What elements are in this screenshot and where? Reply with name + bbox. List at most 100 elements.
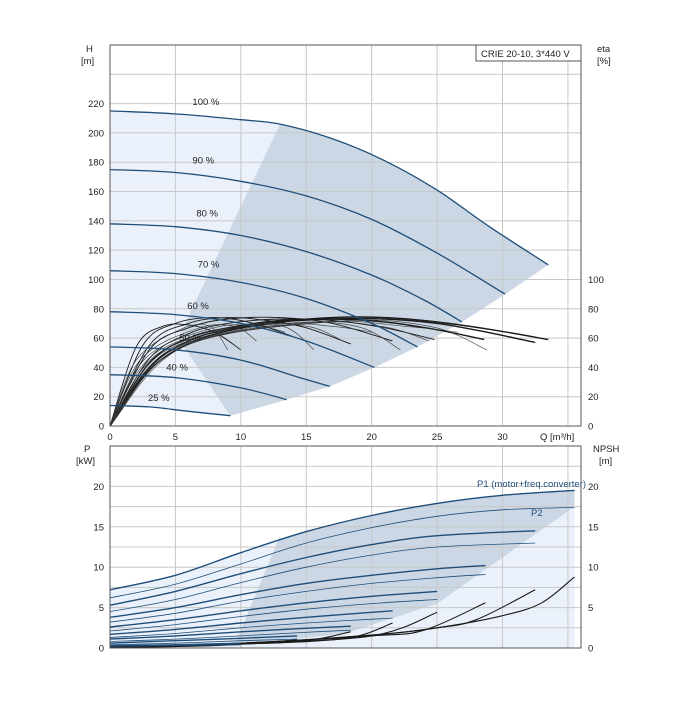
npsh-y-tick-label: 20 xyxy=(588,482,599,493)
head-curve-label: 50 % xyxy=(179,333,201,344)
npsh-axis-unit: [m] xyxy=(599,456,612,467)
npsh-y-tick-label: 15 xyxy=(588,522,599,533)
eta-y-tick-label: 60 xyxy=(588,334,599,345)
head-y-tick-label: 140 xyxy=(88,216,104,227)
power-y-tick-label: 10 xyxy=(93,563,104,574)
p1-curve xyxy=(109,625,351,640)
head-curve xyxy=(109,311,375,369)
eta-fan-curve xyxy=(109,322,315,427)
chart-title-box: CRIE 20-10, 3*440 V xyxy=(475,44,582,62)
eta-fan-curve xyxy=(109,324,229,427)
eta-fan-curve xyxy=(109,319,487,427)
p1-annotation: P1 (motor+freq.converter) xyxy=(477,479,586,490)
power-y-tick-label: 5 xyxy=(99,603,104,614)
head-curve-label: 40 % xyxy=(166,362,188,373)
head-y-tick-label: 60 xyxy=(93,334,104,345)
head-axis-label: H xyxy=(86,44,93,55)
power-axis-unit: [kW] xyxy=(76,456,95,467)
p1-curve xyxy=(109,530,536,606)
head-curve-label: 70 % xyxy=(198,260,220,271)
flow-x-tick-label: 5 xyxy=(173,432,178,443)
head-y-tick-label: 180 xyxy=(88,158,104,169)
eta-fan-curve xyxy=(109,324,257,427)
eta-y-tick-label: 20 xyxy=(588,392,599,403)
p2-curve xyxy=(109,542,536,612)
eta-fan-curve xyxy=(109,321,430,427)
head-curve-label: 60 % xyxy=(187,301,209,312)
power-plot-frame xyxy=(109,445,582,649)
eta-fan-curve xyxy=(109,320,459,427)
eta-fan-curve xyxy=(109,322,344,427)
eta-curve xyxy=(109,317,536,427)
head-y-tick-label: 0 xyxy=(99,422,104,433)
head-curve xyxy=(109,346,330,388)
flow-x-tick-label: 20 xyxy=(366,432,377,443)
head-curve xyxy=(109,404,231,417)
p2-curve xyxy=(109,574,486,623)
npsh-y-tick-label: 10 xyxy=(588,563,599,574)
head-chart: 100 % 90 % 80 % 70 % 60 % 50 % 40 % 25 % 0 20 40 60… xyxy=(88,44,604,443)
eta-y-tick-label: 0 xyxy=(588,422,593,433)
eta-y-tick-label: 40 xyxy=(588,363,599,374)
p1-curve xyxy=(109,489,575,591)
head-y-tick-label: 100 xyxy=(88,275,104,286)
head-curve-label: 25 % xyxy=(148,393,170,404)
eta-axis-unit: [%] xyxy=(597,56,611,67)
head-y-tick-label: 120 xyxy=(88,246,104,257)
p2-curve xyxy=(109,644,241,647)
npsh-y-tick-label: 0 xyxy=(588,644,593,655)
power-y-tick-label: 20 xyxy=(93,482,104,493)
head-curve xyxy=(109,223,463,323)
head-curve xyxy=(109,110,549,266)
head-y-tick-label: 40 xyxy=(93,363,104,374)
head-plot-frame xyxy=(109,44,582,427)
head-curve xyxy=(109,270,418,348)
eta-curve xyxy=(109,323,242,427)
head-y-tick-label: 220 xyxy=(88,99,104,110)
power-axis-label: P xyxy=(84,444,90,455)
eta-y-tick-label: 80 xyxy=(588,304,599,315)
title-box-frame xyxy=(475,44,582,62)
eta-axis-label: eta xyxy=(597,44,611,55)
power-chart: 0 5 10 15 20 0 5 10 15 20 xyxy=(93,445,599,655)
power-region-shaded xyxy=(234,490,575,646)
flow-x-tick-label: 30 xyxy=(497,432,508,443)
p2-curve xyxy=(109,638,298,646)
power-y-tick-label: 0 xyxy=(99,644,104,655)
eta-fan-curve xyxy=(109,321,401,427)
p2-curve xyxy=(109,599,438,632)
head-y-tick-label: 160 xyxy=(88,187,104,198)
npsh-axis-label: NPSH xyxy=(593,444,620,455)
p1-curve xyxy=(109,635,298,644)
head-y-tick-label: 200 xyxy=(88,128,104,139)
head-curve xyxy=(109,374,287,401)
head-y-tick-label: 20 xyxy=(93,392,104,403)
p2-curve xyxy=(109,617,393,638)
head-curve-label: 90 % xyxy=(192,156,214,167)
head-axis-unit: [m] xyxy=(81,56,94,67)
power-y-tick-label: 15 xyxy=(93,522,104,533)
eta-y-tick-label: 100 xyxy=(588,275,604,286)
eta-fan-curve xyxy=(109,322,372,427)
p1-curve xyxy=(109,610,393,635)
eta-curve xyxy=(109,317,298,427)
flow-x-tick-label: 10 xyxy=(236,432,247,443)
p2-annotation: P2 xyxy=(531,508,543,519)
eta-curve xyxy=(109,318,485,427)
chart-title: CRIE 20-10, 3*440 V xyxy=(481,49,570,60)
npsh-y-tick-label: 5 xyxy=(588,603,593,614)
head-curve xyxy=(109,168,506,295)
p2-curve xyxy=(109,507,575,599)
flow-x-tick-label: 15 xyxy=(301,432,312,443)
head-y-tick-label: 80 xyxy=(93,304,104,315)
flow-x-tick-label: 25 xyxy=(432,432,443,443)
p1-curve xyxy=(109,642,241,647)
head-curve-label: 80 % xyxy=(196,208,218,219)
p1-curve xyxy=(109,564,486,618)
p2-curve xyxy=(109,629,351,642)
flow-axis-label: Q [m³/h] xyxy=(540,432,574,443)
head-region-shaded xyxy=(178,124,549,416)
flow-x-tick-label: 0 xyxy=(107,432,112,443)
